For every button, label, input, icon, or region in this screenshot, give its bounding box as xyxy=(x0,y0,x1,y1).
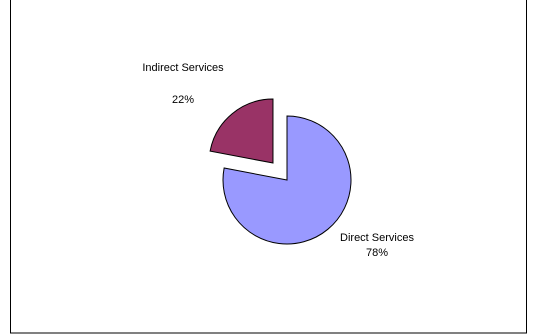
chart-border xyxy=(10,0,527,334)
pie-slice-indirect xyxy=(209,98,274,164)
slice-label-indirect-name: Indirect Services xyxy=(142,62,224,74)
pie-slice-direct xyxy=(222,115,352,245)
slice-label-indirect-percent: 22% xyxy=(172,94,194,106)
slice-label-direct-percent: 78% xyxy=(366,247,388,259)
slice-label-direct-name: Direct Services xyxy=(340,232,414,244)
